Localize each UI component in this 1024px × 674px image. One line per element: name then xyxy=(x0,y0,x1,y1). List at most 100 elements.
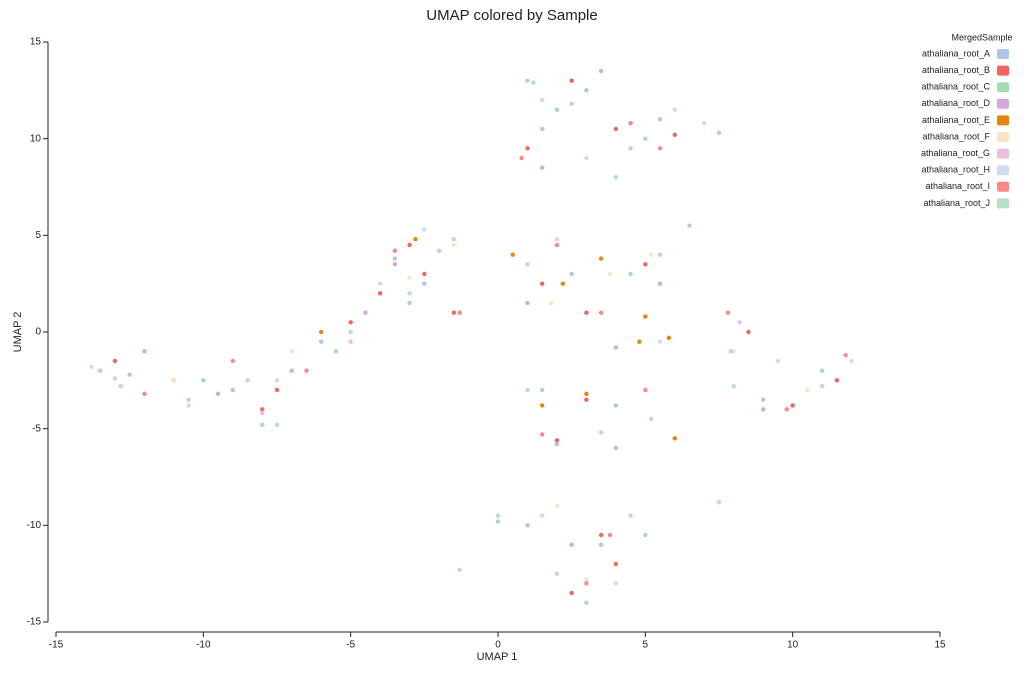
point xyxy=(457,567,462,572)
point xyxy=(392,248,398,253)
point xyxy=(540,513,545,518)
point xyxy=(569,271,574,277)
point xyxy=(649,416,654,422)
point xyxy=(519,155,524,161)
point xyxy=(672,107,677,112)
point xyxy=(142,349,147,354)
x-axis-label: UMAP 1 xyxy=(477,651,518,663)
point xyxy=(613,175,619,180)
point xyxy=(569,542,574,547)
y-tick-label: -10 xyxy=(27,520,42,531)
point xyxy=(584,391,589,397)
point xyxy=(637,339,642,344)
point xyxy=(422,281,427,286)
point xyxy=(819,368,825,373)
point xyxy=(657,281,663,286)
point xyxy=(584,581,589,586)
point xyxy=(554,107,560,112)
point xyxy=(422,271,427,277)
point xyxy=(598,256,604,261)
point xyxy=(392,256,398,261)
point xyxy=(89,364,94,369)
point xyxy=(525,387,530,393)
point xyxy=(554,237,560,242)
point xyxy=(649,252,654,257)
point xyxy=(289,368,294,373)
point xyxy=(112,358,118,364)
legend-title: MergedSample xyxy=(951,32,1012,42)
point xyxy=(657,339,663,344)
point xyxy=(348,329,353,335)
point xyxy=(457,310,462,315)
point xyxy=(186,403,191,408)
point xyxy=(377,281,383,286)
point xyxy=(510,252,515,257)
point xyxy=(260,407,265,412)
point xyxy=(716,130,722,136)
point xyxy=(584,88,589,93)
point xyxy=(230,387,235,393)
point xyxy=(643,262,648,267)
point xyxy=(304,368,309,373)
legend-label: athaliana_root_I xyxy=(925,181,990,191)
point xyxy=(451,242,456,248)
point xyxy=(761,407,766,412)
legend-label: athaliana_root_G xyxy=(921,148,990,158)
point xyxy=(319,329,324,335)
legend-label: athaliana_root_B xyxy=(922,65,990,75)
y-axis-label: UMAP 2 xyxy=(12,312,24,353)
point xyxy=(525,300,530,306)
point xyxy=(584,310,589,315)
point xyxy=(127,372,132,377)
legend-swatch xyxy=(997,148,1009,159)
point xyxy=(569,590,574,596)
point xyxy=(613,445,619,451)
point xyxy=(628,271,633,277)
point xyxy=(525,262,530,267)
legend-label: athaliana_root_H xyxy=(921,165,990,175)
y-tick-label: -15 xyxy=(27,617,42,628)
point xyxy=(540,432,545,437)
point xyxy=(613,403,619,408)
x-tick-label: -10 xyxy=(196,640,211,651)
y-tick-label: 5 xyxy=(35,230,41,241)
point xyxy=(554,571,560,576)
point xyxy=(377,291,383,296)
point xyxy=(702,121,707,126)
legend-swatch xyxy=(997,181,1009,192)
point xyxy=(451,237,456,242)
legend-swatch xyxy=(997,132,1009,142)
point xyxy=(805,387,810,393)
point xyxy=(728,349,733,354)
point xyxy=(407,242,412,248)
point xyxy=(436,248,442,253)
legend-swatch xyxy=(997,49,1009,59)
point xyxy=(598,532,604,538)
point xyxy=(540,97,545,103)
point xyxy=(569,78,574,83)
point xyxy=(598,68,604,74)
point xyxy=(525,146,530,151)
point xyxy=(245,378,250,383)
point xyxy=(118,383,124,389)
point xyxy=(746,329,751,335)
point xyxy=(569,101,574,107)
point xyxy=(761,397,766,402)
point xyxy=(540,281,545,286)
point xyxy=(613,126,619,132)
point xyxy=(112,376,118,381)
point xyxy=(554,242,560,248)
x-tick-label: 0 xyxy=(495,640,501,651)
point xyxy=(819,383,825,389)
point xyxy=(495,519,501,524)
point xyxy=(628,121,633,126)
point xyxy=(784,407,789,412)
chart-title: UMAP colored by Sample xyxy=(426,7,597,24)
legend-label: athaliana_root_D xyxy=(921,98,990,108)
point xyxy=(584,600,589,605)
x-tick-label: -15 xyxy=(49,640,64,651)
point xyxy=(672,132,677,137)
x-tick-label: 5 xyxy=(643,640,649,651)
point xyxy=(422,227,427,232)
